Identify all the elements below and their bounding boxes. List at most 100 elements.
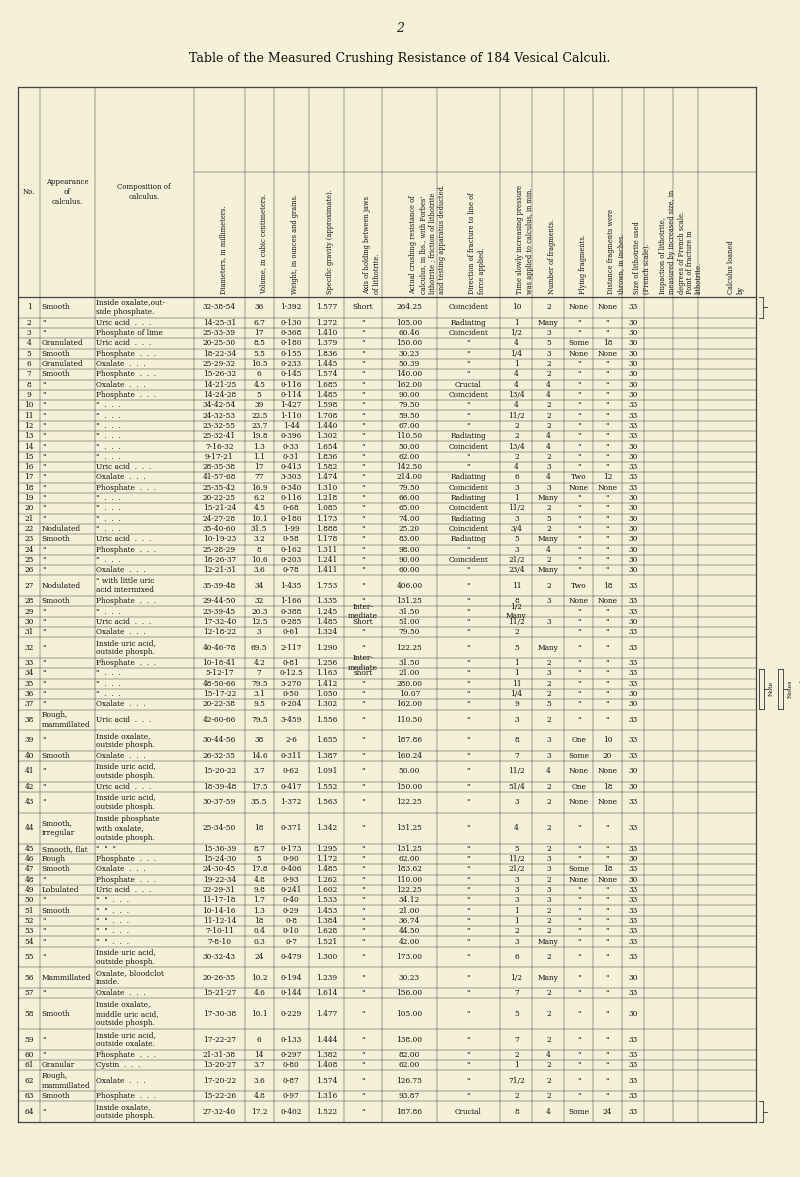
Text: Some: Some: [568, 865, 589, 873]
Text: 33: 33: [628, 1062, 638, 1069]
Text: 35-40-60: 35-40-60: [202, 525, 236, 533]
Text: ": ": [362, 845, 365, 852]
Text: 14-25-31: 14-25-31: [202, 319, 236, 327]
Text: ": ": [577, 953, 581, 960]
Text: 10: 10: [602, 737, 612, 744]
Text: ": ": [606, 973, 609, 982]
Text: "  .  .  .: " . . .: [96, 432, 121, 440]
Text: Inter-
mediate: Inter- mediate: [348, 654, 378, 672]
Text: ": ": [42, 473, 46, 481]
Text: 23.7: 23.7: [251, 421, 267, 430]
Text: 31.5: 31.5: [251, 525, 267, 533]
Text: ": ": [362, 421, 365, 430]
Text: 24-27-28: 24-27-28: [202, 514, 236, 523]
Text: ": ": [42, 896, 46, 904]
Text: "  "  .  .  .: " " . . .: [96, 906, 130, 915]
Text: 17-30-38: 17-30-38: [202, 1010, 236, 1018]
Text: ": ": [606, 906, 609, 915]
Text: Distance fragments were
thrown, in inches.: Distance fragments were thrown, in inche…: [607, 208, 625, 294]
Text: 5: 5: [514, 644, 518, 652]
Text: 150.00: 150.00: [396, 783, 422, 791]
Text: 1.387: 1.387: [316, 752, 337, 760]
Text: ": ": [466, 953, 470, 960]
Text: 3: 3: [546, 330, 550, 337]
Text: 0-90: 0-90: [282, 855, 299, 863]
Text: ": ": [466, 824, 470, 832]
Text: 162.00: 162.00: [396, 380, 422, 388]
Text: Smooth: Smooth: [42, 1092, 70, 1100]
Text: 38: 38: [25, 716, 34, 724]
Text: 28: 28: [25, 597, 34, 605]
Text: 1: 1: [514, 659, 518, 667]
Text: 21: 21: [25, 514, 34, 523]
Text: 3: 3: [546, 350, 550, 358]
Text: 33: 33: [628, 824, 638, 832]
Text: 33: 33: [628, 432, 638, 440]
Text: 2: 2: [546, 917, 550, 925]
Text: 33: 33: [628, 659, 638, 667]
Text: None: None: [569, 484, 589, 492]
Text: 71/2: 71/2: [508, 1077, 525, 1085]
Text: 46: 46: [25, 855, 34, 863]
Text: 126.75: 126.75: [396, 1077, 422, 1085]
Text: 0-116: 0-116: [281, 494, 302, 503]
Text: 1.1: 1.1: [254, 453, 265, 461]
Text: 0-371: 0-371: [281, 824, 302, 832]
Text: 51.00: 51.00: [398, 618, 420, 626]
Text: 3.7: 3.7: [254, 767, 265, 776]
Text: 2: 2: [546, 401, 550, 410]
Text: ": ": [577, 432, 581, 440]
Text: 3: 3: [546, 855, 550, 863]
Text: 6: 6: [514, 473, 518, 481]
Text: ": ": [362, 680, 365, 687]
Text: 2: 2: [396, 22, 404, 35]
Text: 20: 20: [602, 752, 612, 760]
Text: 11/2: 11/2: [508, 412, 525, 419]
Text: Phosphate  .  .  .: Phosphate . . .: [96, 391, 157, 399]
Text: 0-406: 0-406: [281, 865, 302, 873]
Text: 26: 26: [25, 566, 34, 574]
Text: ": ": [362, 1077, 365, 1085]
Text: ": ": [606, 546, 609, 553]
Text: 33: 33: [628, 865, 638, 873]
Text: 0-87: 0-87: [282, 1077, 299, 1085]
Text: 35-39-48: 35-39-48: [202, 581, 236, 590]
Text: 36: 36: [25, 690, 34, 698]
Text: ": ": [362, 380, 365, 388]
Text: Phosphate  .  .  .: Phosphate . . .: [96, 371, 157, 378]
Text: ": ": [466, 845, 470, 852]
Text: Diameters, in millimeters.: Diameters, in millimeters.: [219, 206, 227, 294]
Text: 24-32-53: 24-32-53: [202, 412, 236, 419]
Text: 82.00: 82.00: [398, 1051, 420, 1059]
Text: Uric acid  .  .  .: Uric acid . . .: [96, 536, 151, 544]
Text: ": ": [577, 896, 581, 904]
Text: 29: 29: [25, 607, 34, 616]
Text: ": ": [362, 566, 365, 574]
Text: 0-114: 0-114: [281, 391, 302, 399]
Text: ": ": [42, 938, 46, 945]
Text: 0-388: 0-388: [281, 607, 302, 616]
Text: ": ": [362, 350, 365, 358]
Text: ": ": [42, 659, 46, 667]
Text: 19: 19: [25, 494, 34, 503]
Text: 21/2: 21/2: [508, 556, 525, 564]
Text: 0-368: 0-368: [281, 330, 302, 337]
Text: 33: 33: [628, 304, 638, 311]
Text: Mammillated: Mammillated: [42, 973, 91, 982]
Text: ": ": [362, 886, 365, 895]
Text: ": ": [577, 644, 581, 652]
Text: ": ": [42, 737, 46, 744]
Text: 31.50: 31.50: [398, 659, 420, 667]
Text: Uric acid  .  .  .: Uric acid . . .: [96, 783, 151, 791]
Text: 11/2: 11/2: [508, 618, 525, 626]
Text: Phosphate  .  .  .: Phosphate . . .: [96, 876, 157, 884]
Text: 33: 33: [628, 484, 638, 492]
Text: 0-62: 0-62: [283, 767, 299, 776]
Text: 14.6: 14.6: [251, 752, 267, 760]
Text: 33: 33: [628, 953, 638, 960]
Text: 4: 4: [546, 1108, 550, 1116]
Text: Phosphate  .  .  .: Phosphate . . .: [96, 597, 157, 605]
Text: Rough: Rough: [42, 855, 66, 863]
Text: 2: 2: [514, 1051, 518, 1059]
Text: 1.836: 1.836: [316, 453, 337, 461]
